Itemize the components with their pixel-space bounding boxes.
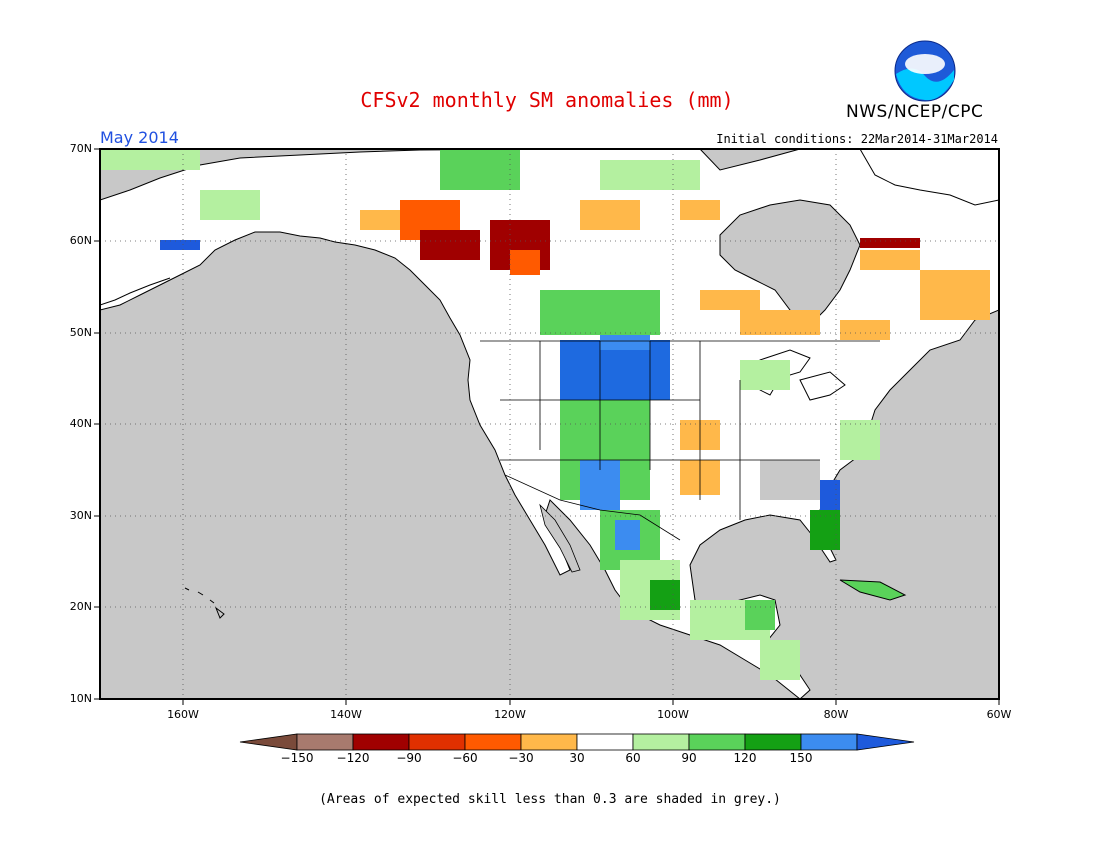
- axis-ticks: [94, 148, 1000, 705]
- colorbar-box: [688, 733, 746, 751]
- colorbar-box: [464, 733, 522, 751]
- hudson-bay: [719, 199, 861, 326]
- lon-label-100w: 100W: [657, 708, 689, 721]
- colorbar-label: 150: [789, 751, 813, 765]
- cuba-island: [839, 579, 907, 601]
- colorbar-box: [632, 733, 690, 751]
- colorbar-arrow-left: [239, 733, 298, 751]
- colorbar-label: 120: [733, 751, 757, 765]
- colorbar-box: [408, 733, 466, 751]
- lat-label-70n: 70N: [69, 142, 92, 155]
- lon-label-160w: 160W: [167, 708, 199, 721]
- initial-conditions: Initial conditions: 22Mar2014-31Mar2014: [716, 132, 998, 146]
- anomaly-patches: [100, 150, 990, 680]
- colorbar-label: 30: [569, 751, 585, 765]
- forecast-month: May 2014: [100, 128, 179, 147]
- colorbar-label: −30: [508, 751, 534, 765]
- colorbar-label: 60: [625, 751, 641, 765]
- colorbar-box: [744, 733, 802, 751]
- noaa-logo-icon: [894, 40, 956, 102]
- lat-label-40n: 40N: [69, 417, 92, 430]
- political-borders: [480, 340, 880, 541]
- agency-label: NWS/NCEP/CPC: [846, 102, 984, 122]
- colorbar-box: [352, 733, 410, 751]
- greenland: [859, 149, 999, 206]
- colorbar-label: −90: [396, 751, 422, 765]
- aleutian-islands: [100, 277, 171, 306]
- colorbar-box: [520, 733, 578, 751]
- lon-label-80w: 80W: [823, 708, 849, 721]
- colorbar-label: −150: [280, 751, 314, 765]
- chart-title: CFSv2 monthly SM anomalies (mm): [360, 88, 734, 112]
- lon-label-120w: 120W: [494, 708, 526, 721]
- colorbar-arrow-right: [856, 733, 915, 751]
- lat-label-60n: 60N: [69, 234, 92, 247]
- colorbar-label: −120: [336, 751, 370, 765]
- lat-label-10n: 10N: [69, 692, 92, 705]
- gulf-of-california: [539, 503, 581, 573]
- lat-label-30n: 30N: [69, 509, 92, 522]
- graticule: [100, 149, 999, 699]
- colorbar-box: [800, 733, 858, 751]
- lon-label-60w: 60W: [986, 708, 1012, 721]
- colorbar-box: [296, 733, 354, 751]
- colorbar-box: [576, 733, 634, 751]
- lon-label-140w: 140W: [330, 708, 362, 721]
- skill-note: (Areas of expected skill less than 0.3 a…: [319, 792, 781, 807]
- colorbar-label: −60: [452, 751, 478, 765]
- colorbar-label: 90: [681, 751, 697, 765]
- lat-label-20n: 20N: [69, 600, 92, 613]
- hawaii-islands: [184, 587, 225, 619]
- lat-label-50n: 50N: [69, 326, 92, 339]
